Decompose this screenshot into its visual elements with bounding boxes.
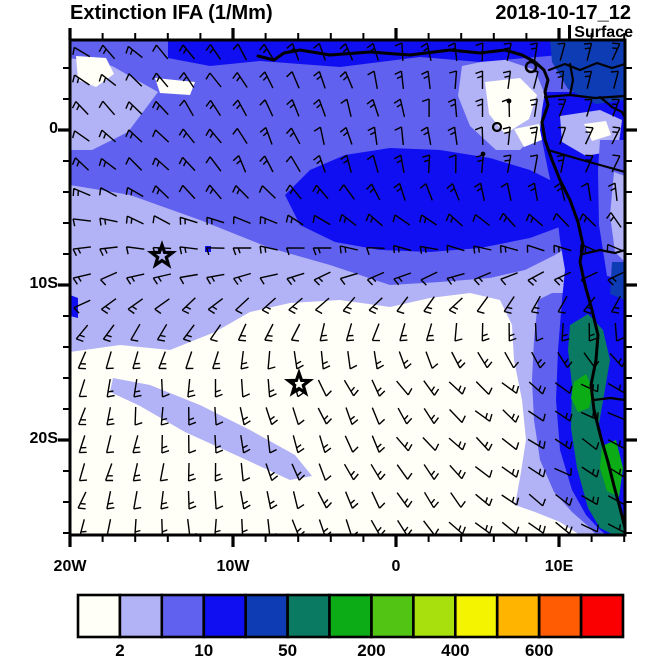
colorbar-cell-12 xyxy=(579,593,625,639)
axis-ticks xyxy=(58,28,637,547)
level-label: Surface xyxy=(568,24,633,42)
colorbar-tick-label-1: 10 xyxy=(194,641,214,660)
station-star-marker xyxy=(146,240,178,269)
x-axis-tick-label-1: 10W xyxy=(216,558,250,575)
x-axis-tick-label-2: 0 xyxy=(391,558,401,575)
colorbar xyxy=(76,593,625,639)
colorbar-cell-7 xyxy=(370,593,415,639)
plot-title: Extinction IFA (1/Mm) xyxy=(70,2,273,24)
colorbar-cell-3 xyxy=(202,593,248,639)
level-text: Surface xyxy=(574,24,633,41)
wind-barbs xyxy=(71,42,625,535)
colorbar-cell-8 xyxy=(412,593,457,639)
colorbar-cell-6 xyxy=(328,593,373,639)
colorbar-cell-5 xyxy=(286,593,331,639)
level-tick-mark xyxy=(568,24,572,42)
y-axis-tick-label-2: 20S xyxy=(29,430,58,447)
colorbar-tick-label-3: 200 xyxy=(357,641,386,660)
colorbar-cell-0 xyxy=(76,593,122,639)
colorbar-tick-label-4: 400 xyxy=(441,641,470,660)
colorbar-cell-11 xyxy=(537,593,583,639)
station-star-marker xyxy=(283,368,315,397)
colorbar-cell-4 xyxy=(244,593,289,639)
x-axis-tick-label-3: 10E xyxy=(544,558,574,575)
colorbar-cell-9 xyxy=(453,593,499,639)
colorbar-tick-label-2: 50 xyxy=(278,641,298,660)
colorbar-cell-2 xyxy=(160,593,206,639)
colorbar-cell-10 xyxy=(495,593,541,639)
y-axis-tick-label-0: 0 xyxy=(49,120,58,137)
y-axis-tick-label-1: 10S xyxy=(29,275,58,292)
plot-datetime: 2018-10-17_12 xyxy=(495,2,631,24)
colorbar-tick-label-5: 600 xyxy=(524,641,554,660)
x-axis-tick-label-0: 20W xyxy=(53,558,87,575)
map-frame xyxy=(68,38,627,537)
colorbar-cell-1 xyxy=(118,593,164,639)
colorbar-tick-label-0: 2 xyxy=(115,641,125,660)
